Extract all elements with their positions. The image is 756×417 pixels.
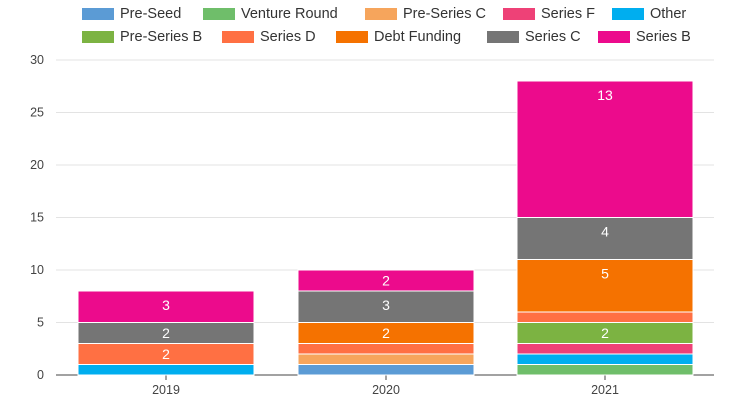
legend-item-pre-series-c[interactable]: Pre-Series C [365, 5, 486, 23]
legend-swatch [612, 8, 644, 20]
bar-2021-series-d [516, 311, 694, 323]
y-tick-label: 0 [37, 368, 44, 382]
legend-label: Series C [525, 29, 581, 45]
data-label: 4 [601, 224, 609, 240]
y-tick-label: 15 [30, 211, 44, 225]
legend-swatch [598, 31, 630, 43]
legend-label: Venture Round [241, 6, 338, 22]
legend-label: Pre-Series B [120, 29, 203, 45]
legend-swatch [336, 31, 368, 43]
y-tick-label: 20 [30, 158, 44, 172]
bar-2019-other [77, 364, 255, 376]
legend-label: Series D [260, 29, 316, 45]
data-label: 3 [162, 297, 170, 313]
data-label: 13 [597, 87, 613, 103]
legend-item-venture-round[interactable]: Venture Round [203, 5, 338, 23]
legend-swatch [82, 31, 114, 43]
bar-2021-series-c [516, 217, 694, 260]
legend-label: Pre-Seed [120, 6, 182, 22]
data-label: 2 [382, 325, 390, 341]
bar-2019-series-b [77, 290, 255, 323]
legend-label: Series F [541, 6, 595, 22]
bar-2020-pre-seed [297, 364, 475, 376]
legend-label: Pre-Series C [403, 6, 486, 22]
data-label: 2 [601, 325, 609, 341]
data-label: 2 [162, 325, 170, 341]
legend-item-series-c[interactable]: Series C [487, 28, 581, 46]
data-label: 3 [382, 297, 390, 313]
bar-2021-debt-funding [516, 259, 694, 313]
bar-2020-series-b [297, 269, 475, 292]
x-tick-label: 2019 [152, 383, 180, 397]
legend-swatch [222, 31, 254, 43]
data-label: 2 [162, 346, 170, 362]
legend-swatch [82, 8, 114, 20]
legend-label: Debt Funding [374, 29, 462, 45]
bar-2021-venture-round [516, 364, 694, 376]
chart-legend: Pre-Seed Venture Round Pre-Series C Series … [0, 0, 756, 58]
legend-item-series-d[interactable]: Series D [222, 28, 316, 46]
x-tick-label: 2021 [591, 383, 619, 397]
legend-item-series-b[interactable]: Series B [598, 28, 691, 46]
y-tick-label: 10 [30, 263, 44, 277]
legend-swatch [203, 8, 235, 20]
y-tick-label: 30 [30, 53, 44, 67]
legend-label: Other [650, 6, 687, 22]
legend-swatch [503, 8, 535, 20]
data-label: 5 [601, 266, 609, 282]
legend-swatch [487, 31, 519, 43]
legend-swatch [365, 8, 397, 20]
legend-label: Series B [636, 29, 691, 45]
y-tick-label: 5 [37, 316, 44, 330]
bar-2021-series-f [516, 343, 694, 355]
x-tick-label: 2020 [372, 383, 400, 397]
y-tick-label: 25 [30, 106, 44, 120]
legend-item-pre-seed[interactable]: Pre-Seed [82, 5, 181, 23]
legend-item-other[interactable]: Other [612, 5, 686, 23]
data-label: 2 [382, 273, 390, 289]
legend-item-series-f[interactable]: Series F [503, 5, 595, 23]
bar-2020-pre-series-c [297, 353, 475, 365]
bar-2021-other [516, 353, 694, 365]
bar-2020-series-d [297, 343, 475, 355]
legend-item-pre-series-b[interactable]: Pre-Series B [82, 28, 202, 46]
bar-2020-series-c [297, 290, 475, 323]
legend-item-debt-funding[interactable]: Debt Funding [336, 28, 461, 46]
bar-2021-series-b [516, 80, 694, 218]
